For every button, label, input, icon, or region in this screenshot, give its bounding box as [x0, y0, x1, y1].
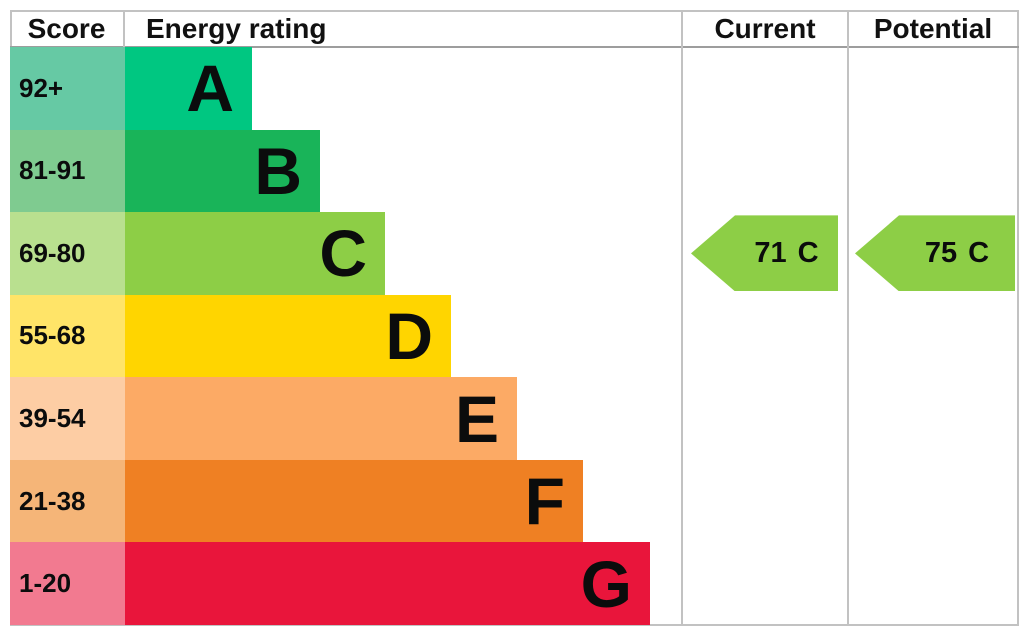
current-column-divider: [681, 10, 683, 626]
current-score-value: 71: [754, 236, 787, 269]
score-range-label: 92+: [19, 72, 64, 103]
band-letter: A: [186, 51, 234, 126]
table-bottom-border: [10, 624, 1019, 626]
energy-rating-column-header: Energy rating: [146, 12, 327, 44]
band-bar-a: A: [125, 47, 252, 130]
score-cell-d: 55-68: [10, 294, 125, 378]
score-cell-c: 69-80: [10, 212, 125, 295]
band-letter: B: [254, 133, 302, 208]
band-letter: E: [454, 381, 499, 456]
band-letter: D: [385, 298, 433, 373]
potential-rating-arrow: 75 C: [855, 215, 1015, 292]
band-letter: F: [524, 464, 565, 539]
band-bar-c: C: [125, 212, 385, 295]
score-range-label: 39-54: [19, 403, 86, 434]
header-underline: [10, 46, 1019, 48]
score-cell-b: 81-91: [10, 129, 125, 213]
potential-band-letter: C: [968, 236, 990, 269]
potential-column-header: Potential: [873, 12, 993, 44]
score-cell-f: 21-38: [10, 459, 125, 543]
potential-column-divider: [847, 10, 849, 626]
score-range-label: 69-80: [19, 237, 86, 268]
band-bar-g: G: [125, 542, 650, 625]
potential-score-value: 75: [924, 236, 958, 269]
band-bar-b: B: [125, 129, 320, 213]
band-bar-d: D: [125, 294, 451, 378]
current-rating-arrow: 71 C: [691, 215, 838, 292]
score-cell-g: 1-20: [10, 542, 125, 625]
band-bar-f: F: [125, 459, 583, 543]
score-range-label: 81-91: [19, 155, 86, 186]
band-letter: G: [580, 546, 632, 621]
current-column-header: Current: [714, 12, 816, 44]
score-cell-e: 39-54: [10, 377, 125, 460]
score-column-divider: [123, 10, 125, 47]
score-range-label: 1-20: [19, 568, 72, 599]
band-letter: C: [319, 216, 367, 291]
score-range-label: 21-38: [19, 485, 86, 516]
table-right-border: [1017, 10, 1019, 626]
band-bar-e: E: [125, 377, 517, 460]
current-band-letter: C: [797, 236, 819, 269]
score-cell-a: 92+: [10, 47, 125, 130]
score-column-header: Score: [27, 12, 106, 44]
score-range-label: 55-68: [19, 320, 86, 351]
table-top-border: [10, 10, 1019, 12]
